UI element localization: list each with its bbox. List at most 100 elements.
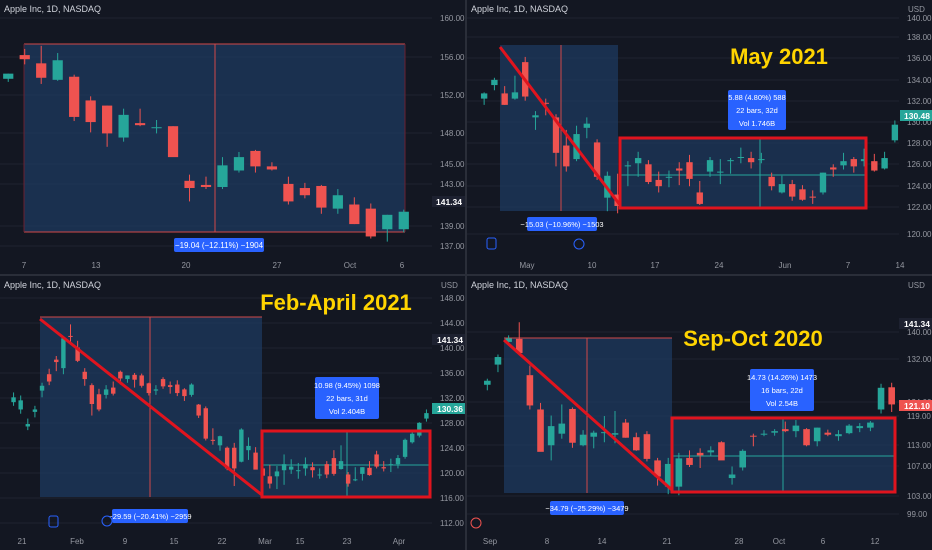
- candle-up: [484, 380, 491, 385]
- candle-down: [686, 457, 693, 465]
- candle-up: [151, 127, 162, 129]
- candle-up: [61, 338, 66, 369]
- chart-panel-may-2021[interactable]: May 10 17 24 Jun 7 14 140.00 138.00 136.00 134.00…: [467, 0, 932, 274]
- candle-up: [409, 433, 415, 443]
- price-label-2: 121.10: [904, 401, 930, 411]
- candle-up: [153, 389, 159, 391]
- candle-down: [182, 389, 187, 397]
- x-axis: 7 13 20 27 Oct 6: [22, 261, 405, 270]
- measure-label: −19.04 (−12.11%) −1904: [175, 241, 264, 250]
- candle-up: [706, 160, 714, 172]
- candle-down: [167, 385, 173, 387]
- candle-down: [645, 164, 652, 183]
- range-label-line2: 22 bars, 31d: [326, 394, 368, 403]
- candle-down: [299, 188, 310, 196]
- candle-down: [365, 208, 376, 237]
- x-tick-label: 22: [218, 537, 227, 546]
- candle-up: [739, 450, 747, 468]
- candle-down: [799, 189, 806, 200]
- candle-down: [203, 408, 208, 439]
- candle-down: [310, 467, 315, 471]
- candle-down: [111, 387, 116, 394]
- candle-up: [274, 471, 280, 477]
- dividend-icon[interactable]: [101, 515, 113, 527]
- candle-up: [675, 458, 683, 487]
- x-tick-label: 24: [715, 261, 724, 270]
- x-tick-label: 17: [651, 261, 660, 270]
- candle-down: [696, 452, 704, 456]
- x-tick-label: Apr: [393, 537, 406, 546]
- x-tick-label: 8: [545, 537, 550, 546]
- axis-unit: USD: [908, 281, 925, 290]
- price-label: 141.34: [904, 319, 930, 329]
- price-label: 130.48: [904, 111, 930, 121]
- candle-up: [118, 114, 129, 138]
- x-tick-label: 14: [896, 261, 905, 270]
- x-tick-label: 15: [296, 537, 305, 546]
- x-tick-label: 28: [735, 537, 744, 546]
- candle-up: [398, 211, 409, 230]
- candle-up: [3, 73, 14, 79]
- x-tick-label: 10: [588, 261, 597, 270]
- candle-down: [563, 145, 570, 167]
- candle-down: [367, 467, 372, 476]
- chart-title: Sep-Oct 2020: [683, 326, 822, 351]
- x-tick-label: Mar: [258, 537, 272, 546]
- price-label-2-bg: [899, 400, 932, 411]
- earnings-icon[interactable]: [48, 515, 59, 528]
- candle-up: [611, 433, 619, 435]
- trend-arrow-line: [503, 338, 673, 492]
- candle-down: [68, 335, 73, 337]
- range-label-bg: [315, 377, 379, 419]
- split-icon[interactable]: [470, 517, 482, 529]
- candle-up: [103, 389, 109, 395]
- x-tick-label: 12: [871, 537, 880, 546]
- y-tick-label: 136.00: [440, 369, 465, 378]
- candle-down: [267, 476, 273, 484]
- candle-down: [69, 76, 80, 117]
- candle-up: [494, 357, 502, 365]
- candle-up: [353, 479, 358, 481]
- x-axis: 21 Feb 9 15 22 Mar 15 23 Apr: [18, 537, 406, 546]
- y-tick-label: 160.00: [440, 14, 465, 23]
- chart-panel-feb-april-2021[interactable]: 21 Feb 9 15 22 Mar 15 23 Apr 148.00 144.00 140.00 1…: [0, 276, 465, 550]
- candle-up: [717, 171, 724, 173]
- dividend-icon[interactable]: [573, 238, 585, 250]
- candle-down: [374, 454, 379, 467]
- x-tick-label: Sep: [483, 537, 498, 546]
- candle-down: [381, 467, 386, 469]
- candle-up: [664, 463, 672, 487]
- candle-up: [32, 409, 38, 412]
- candle-up: [417, 422, 422, 436]
- y-tick-label: 120.00: [907, 230, 932, 239]
- axis-unit: USD: [441, 281, 458, 290]
- x-axis: May 10 17 24 Jun 7 14: [519, 261, 905, 270]
- range-label-bg: [750, 369, 814, 411]
- y-tick-label: 107.00: [907, 462, 932, 471]
- range-label-line2: 16 bars, 22d: [761, 386, 803, 395]
- range-label-line2: 22 bars, 32d: [736, 106, 778, 115]
- x-tick-label: May: [519, 261, 534, 270]
- range-box: [620, 138, 866, 208]
- measure-label: −15.03 (−10.96%) −1503: [520, 220, 603, 229]
- candle-down: [200, 184, 212, 187]
- x-tick-label: 27: [273, 261, 282, 270]
- candle-down: [232, 447, 237, 469]
- candle-down: [196, 404, 201, 416]
- chart-panel-sep-oct-2021[interactable]: 7 13 20 27 Oct 6 160.00 156.00 152.00 148.00 145.…: [0, 0, 465, 274]
- earnings-icon[interactable]: [486, 237, 497, 250]
- range-label-line1: 10.98 (9.45%) 1098: [314, 381, 380, 390]
- candle-up: [25, 424, 31, 427]
- x-tick-label: 9: [123, 537, 128, 546]
- measure-label-bg: [550, 501, 624, 515]
- candle-down: [718, 442, 725, 461]
- candle-down: [655, 179, 662, 187]
- trend-arrow-line: [39, 317, 263, 497]
- candle-down: [781, 429, 789, 432]
- candle-up: [288, 466, 294, 470]
- y-tick-label: 132.00: [440, 394, 465, 403]
- candle-up: [424, 413, 429, 419]
- candle-up: [758, 159, 765, 161]
- candle-up: [760, 433, 768, 435]
